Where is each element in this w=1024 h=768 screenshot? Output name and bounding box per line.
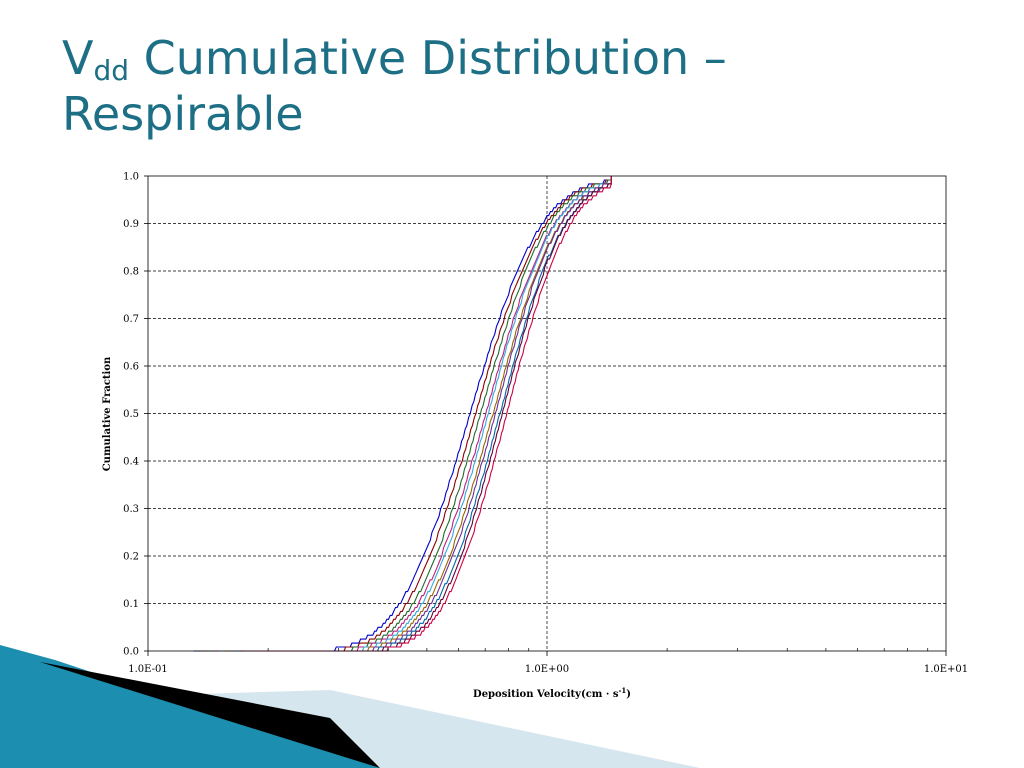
y-tick-label: 0.6 [123,362,139,373]
y-tick-label: 0.1 [123,599,139,610]
x-tick-label: 1.0E-01 [128,664,168,675]
title-main: V [62,31,94,85]
y-tick-label: 0.2 [123,552,139,563]
y-tick-label: 0.4 [123,457,139,468]
slide-decoration [0,645,700,768]
y-tick-label: 1.0 [123,172,139,183]
y-tick-label: 0.8 [123,267,139,278]
y-tick-label: 0.0 [123,647,139,658]
grid-layer [148,176,946,651]
slide-title: Vdd Cumulative Distribution – Respirable [62,30,962,142]
series-line-4 [212,176,612,652]
x-tick-label: 1.0E+00 [525,664,569,675]
x-tick-label: 1.0E+01 [924,664,968,675]
y-tick-label: 0.9 [123,219,139,230]
title-rest: Cumulative Distribution – Respirable [62,31,727,141]
x-axis-title: Deposition Velocity(cm · s-1) [473,686,631,700]
y-axis-title: Cumulative Fraction [102,356,113,471]
title-subscript: dd [93,54,130,87]
y-tick-label: 0.3 [123,504,139,515]
y-tick-label: 0.5 [123,409,139,420]
axis-layer: 0.0 0.1 0.2 0.3 0.4 0.5 0.6 0.7 0.8 0.9 1.0 1.0E-01… [123,172,968,676]
decoration-black-swoosh [40,662,380,768]
y-tick-label: 0.7 [123,314,139,325]
